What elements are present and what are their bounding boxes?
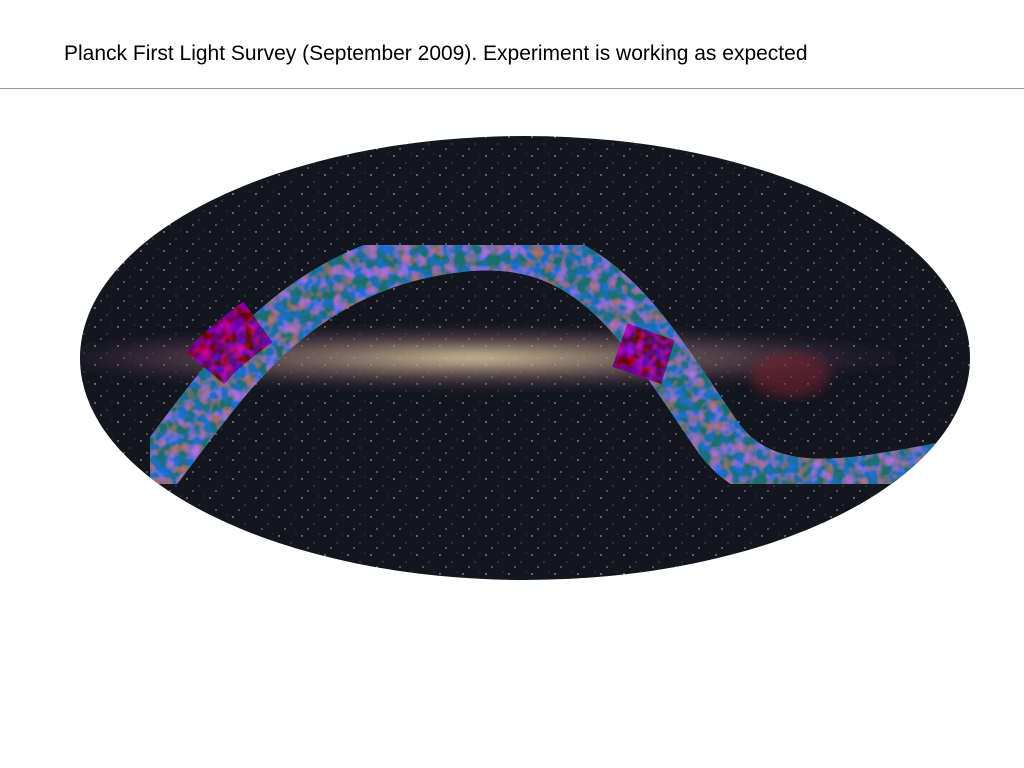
sky-image	[80, 136, 970, 580]
nebula	[750, 353, 830, 397]
survey-band	[130, 220, 945, 509]
title-rule	[0, 88, 1024, 89]
slide-title: Planck First Light Survey (September 200…	[64, 42, 808, 65]
